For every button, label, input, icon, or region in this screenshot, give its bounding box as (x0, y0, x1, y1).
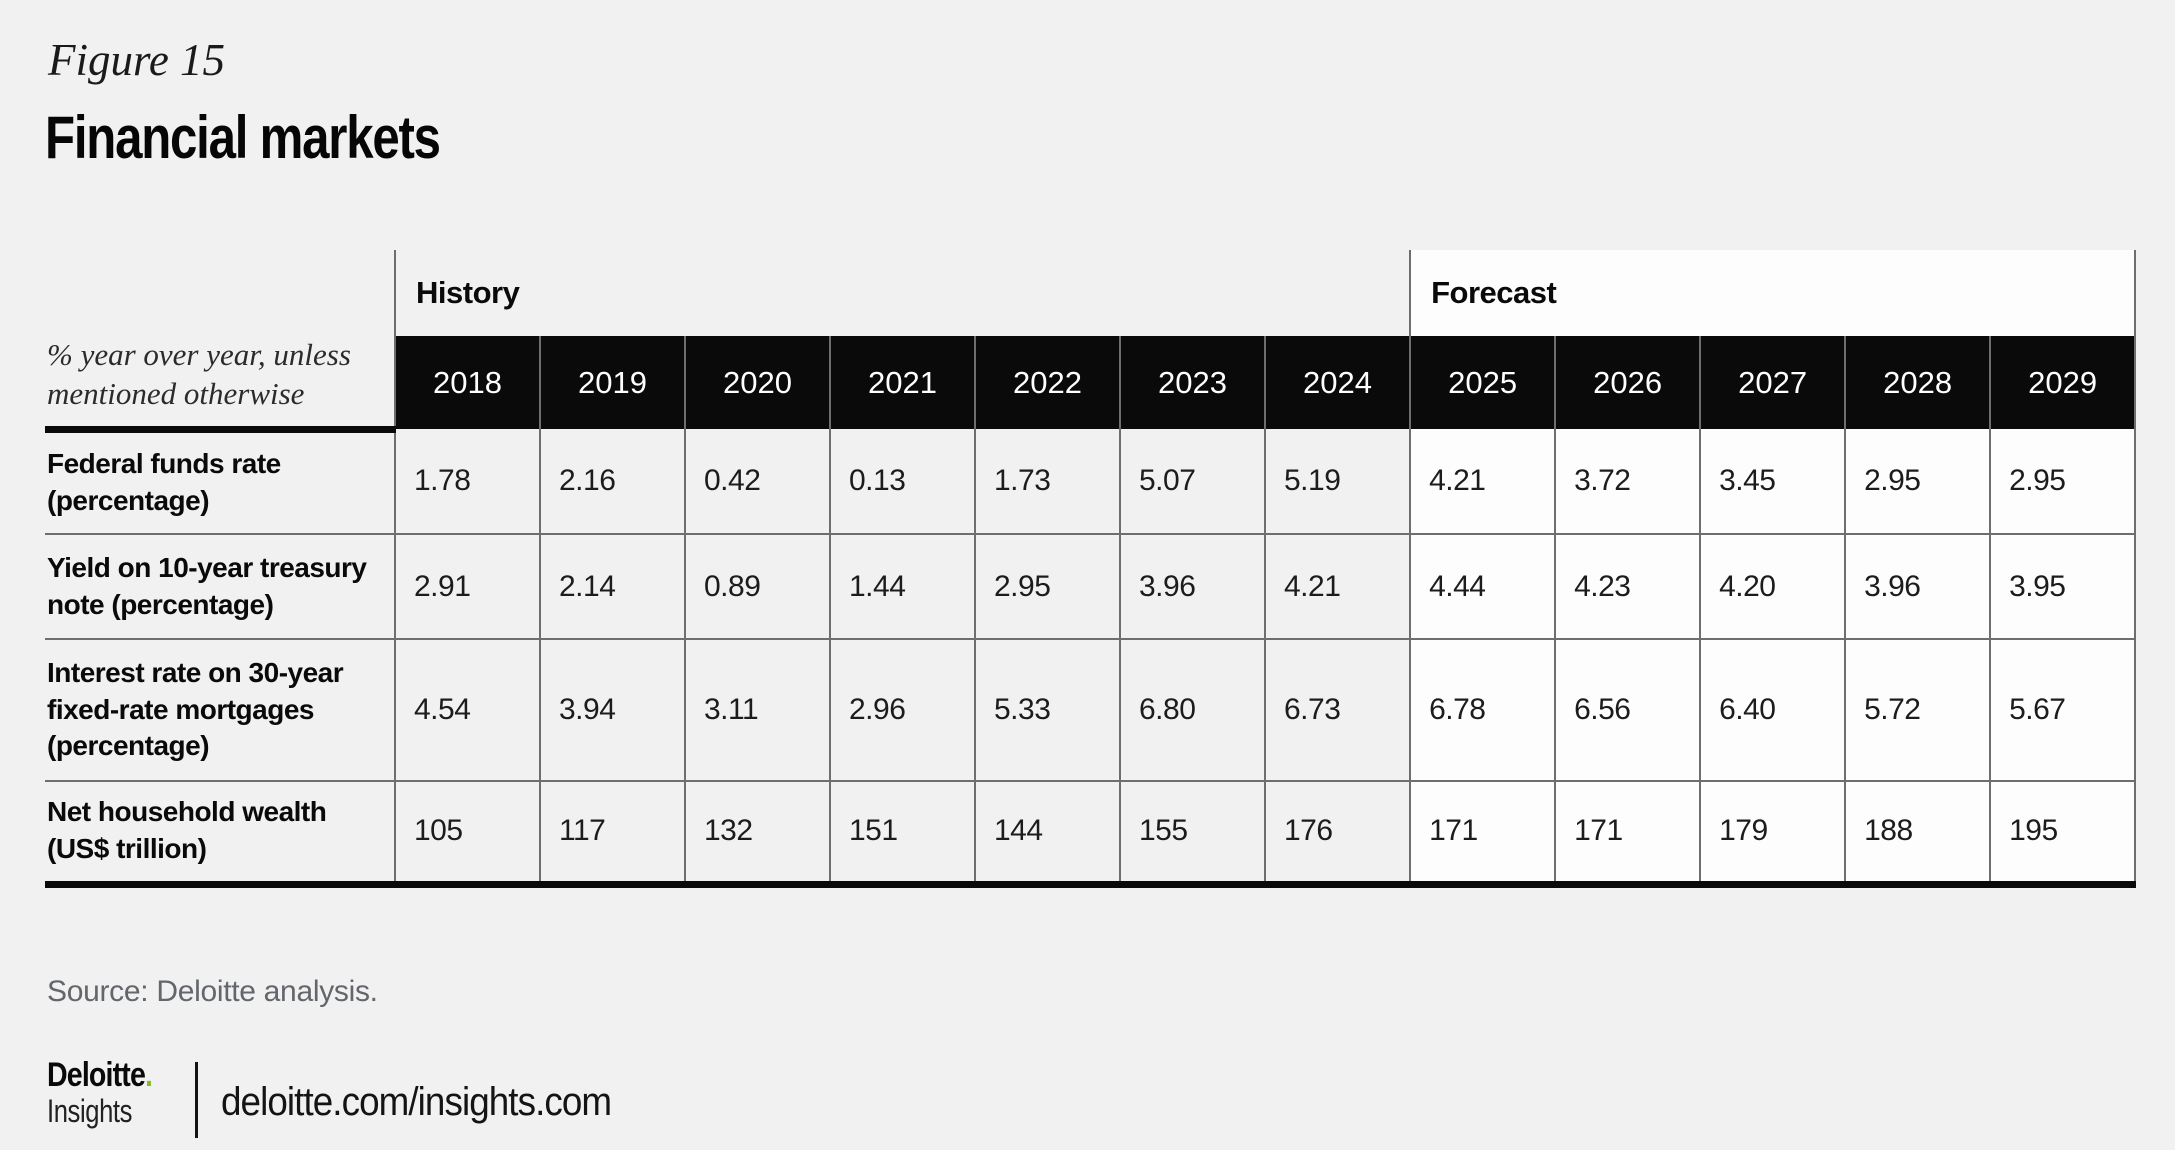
data-cell-2023: 3.96 (1119, 533, 1265, 639)
data-cell-2027: 179 (1699, 780, 1846, 888)
logo-brand-word: Deloitte (47, 1056, 146, 1094)
data-cell-2020: 3.11 (684, 638, 830, 781)
data-cell-2025: 4.21 (1409, 429, 1556, 534)
logo-green-dot: . (145, 1056, 153, 1094)
year-header-2023: 2023 (1119, 336, 1265, 429)
data-cell-2022: 144 (974, 780, 1120, 888)
data-cell-2027: 3.45 (1699, 429, 1846, 534)
data-cell-2026: 171 (1554, 780, 1701, 888)
data-cell-2021: 2.96 (829, 638, 975, 781)
data-cell-2019: 117 (539, 780, 685, 888)
year-header-2026: 2026 (1554, 336, 1701, 429)
data-cell-2026: 3.72 (1554, 429, 1701, 534)
insights-url: deloitte.com/insights.com (221, 1080, 612, 1124)
row-label: Net household wealth (US$ trillion) (45, 780, 395, 888)
data-cell-2026: 4.23 (1554, 533, 1701, 639)
figure-number-label: Figure 15 (48, 35, 226, 85)
data-cell-2029: 5.67 (1989, 638, 2137, 781)
group-header-row: History Forecast (45, 250, 2137, 336)
data-cell-2028: 188 (1844, 780, 1991, 888)
data-cell-2021: 0.13 (829, 429, 975, 534)
financial-markets-table: History Forecast % year over year, unles… (45, 250, 2137, 888)
data-cell-2025: 4.44 (1409, 533, 1556, 639)
data-cell-2020: 0.42 (684, 429, 830, 534)
figure-title: Financial markets (45, 104, 441, 171)
year-header-2018: 2018 (394, 336, 540, 429)
forecast-group-header: Forecast (1409, 250, 2137, 336)
deloitte-insights-logo: Deloitte. Insights (47, 1056, 172, 1129)
data-cell-2018: 4.54 (394, 638, 540, 781)
data-cell-2019: 2.16 (539, 429, 685, 534)
logo-sub-text: Insights (47, 1092, 133, 1129)
table-row: Net household wealth (US$ trillion) 105 11… (45, 780, 2137, 888)
data-cell-2024: 4.21 (1263, 533, 1411, 639)
data-cell-2025: 171 (1409, 780, 1556, 888)
data-cell-2023: 5.07 (1119, 429, 1265, 534)
year-header-2029: 2029 (1989, 336, 2137, 429)
year-header-2021: 2021 (829, 336, 975, 429)
data-cell-2028: 3.96 (1844, 533, 1991, 639)
year-header-2025: 2025 (1409, 336, 1556, 429)
year-header-2020: 2020 (684, 336, 830, 429)
data-cell-2018: 105 (394, 780, 540, 888)
data-cell-2020: 132 (684, 780, 830, 888)
row-label: Yield on 10-year treasury note (percenta… (45, 533, 395, 639)
year-header-2019: 2019 (539, 336, 685, 429)
data-cell-2024: 176 (1263, 780, 1411, 888)
data-cell-2022: 1.73 (974, 429, 1120, 534)
data-cell-2018: 2.91 (394, 533, 540, 639)
data-cell-2029: 2.95 (1989, 429, 2137, 534)
year-header-2022: 2022 (974, 336, 1120, 429)
group-header-spacer (45, 250, 395, 336)
data-cell-2028: 5.72 (1844, 638, 1991, 781)
data-cell-2028: 2.95 (1844, 429, 1991, 534)
data-cell-2019: 3.94 (539, 638, 685, 781)
table-row: Interest rate on 30-year fixed-rate mort… (45, 638, 2137, 781)
data-cell-2018: 1.78 (394, 429, 540, 534)
data-cell-2024: 5.19 (1263, 429, 1411, 534)
data-cell-2020: 0.89 (684, 533, 830, 639)
data-cell-2024: 6.73 (1263, 638, 1411, 781)
year-header-row: % year over year, unless mentioned other… (45, 336, 2137, 433)
row-label: Federal funds rate (percentage) (47, 447, 281, 516)
data-cell-2021: 151 (829, 780, 975, 888)
year-header-2024: 2024 (1263, 336, 1411, 429)
data-cell-2022: 2.95 (974, 533, 1120, 639)
table-row: Yield on 10-year treasury note (percenta… (45, 533, 2137, 639)
data-cell-2022: 5.33 (974, 638, 1120, 781)
logo-divider-bar (195, 1062, 198, 1138)
data-cell-2027: 4.20 (1699, 533, 1846, 639)
data-cell-2023: 6.80 (1119, 638, 1265, 781)
history-group-header: History (393, 250, 1411, 336)
data-cell-2023: 155 (1119, 780, 1265, 888)
row-label: Interest rate on 30-year fixed-rate mort… (45, 638, 395, 781)
data-cell-2019: 2.14 (539, 533, 685, 639)
source-note: Source: Deloitte analysis. (47, 975, 378, 1008)
data-cell-2029: 3.95 (1989, 533, 2137, 639)
table-body: Federal funds rate (percentage) 1.78 2.16 0… (45, 429, 2137, 888)
logo-brand-text: Deloitte. (47, 1056, 153, 1094)
data-cell-2027: 6.40 (1699, 638, 1846, 781)
unit-note: % year over year, unless mentioned other… (45, 336, 395, 433)
table-row: Federal funds rate (percentage) 1.78 2.16 0… (45, 429, 2137, 534)
year-header-2028: 2028 (1844, 336, 1991, 429)
year-header-2027: 2027 (1699, 336, 1846, 429)
data-cell-2026: 6.56 (1554, 638, 1701, 781)
data-cell-2021: 1.44 (829, 533, 975, 639)
data-cell-2025: 6.78 (1409, 638, 1556, 781)
data-cell-2029: 195 (1989, 780, 2137, 888)
